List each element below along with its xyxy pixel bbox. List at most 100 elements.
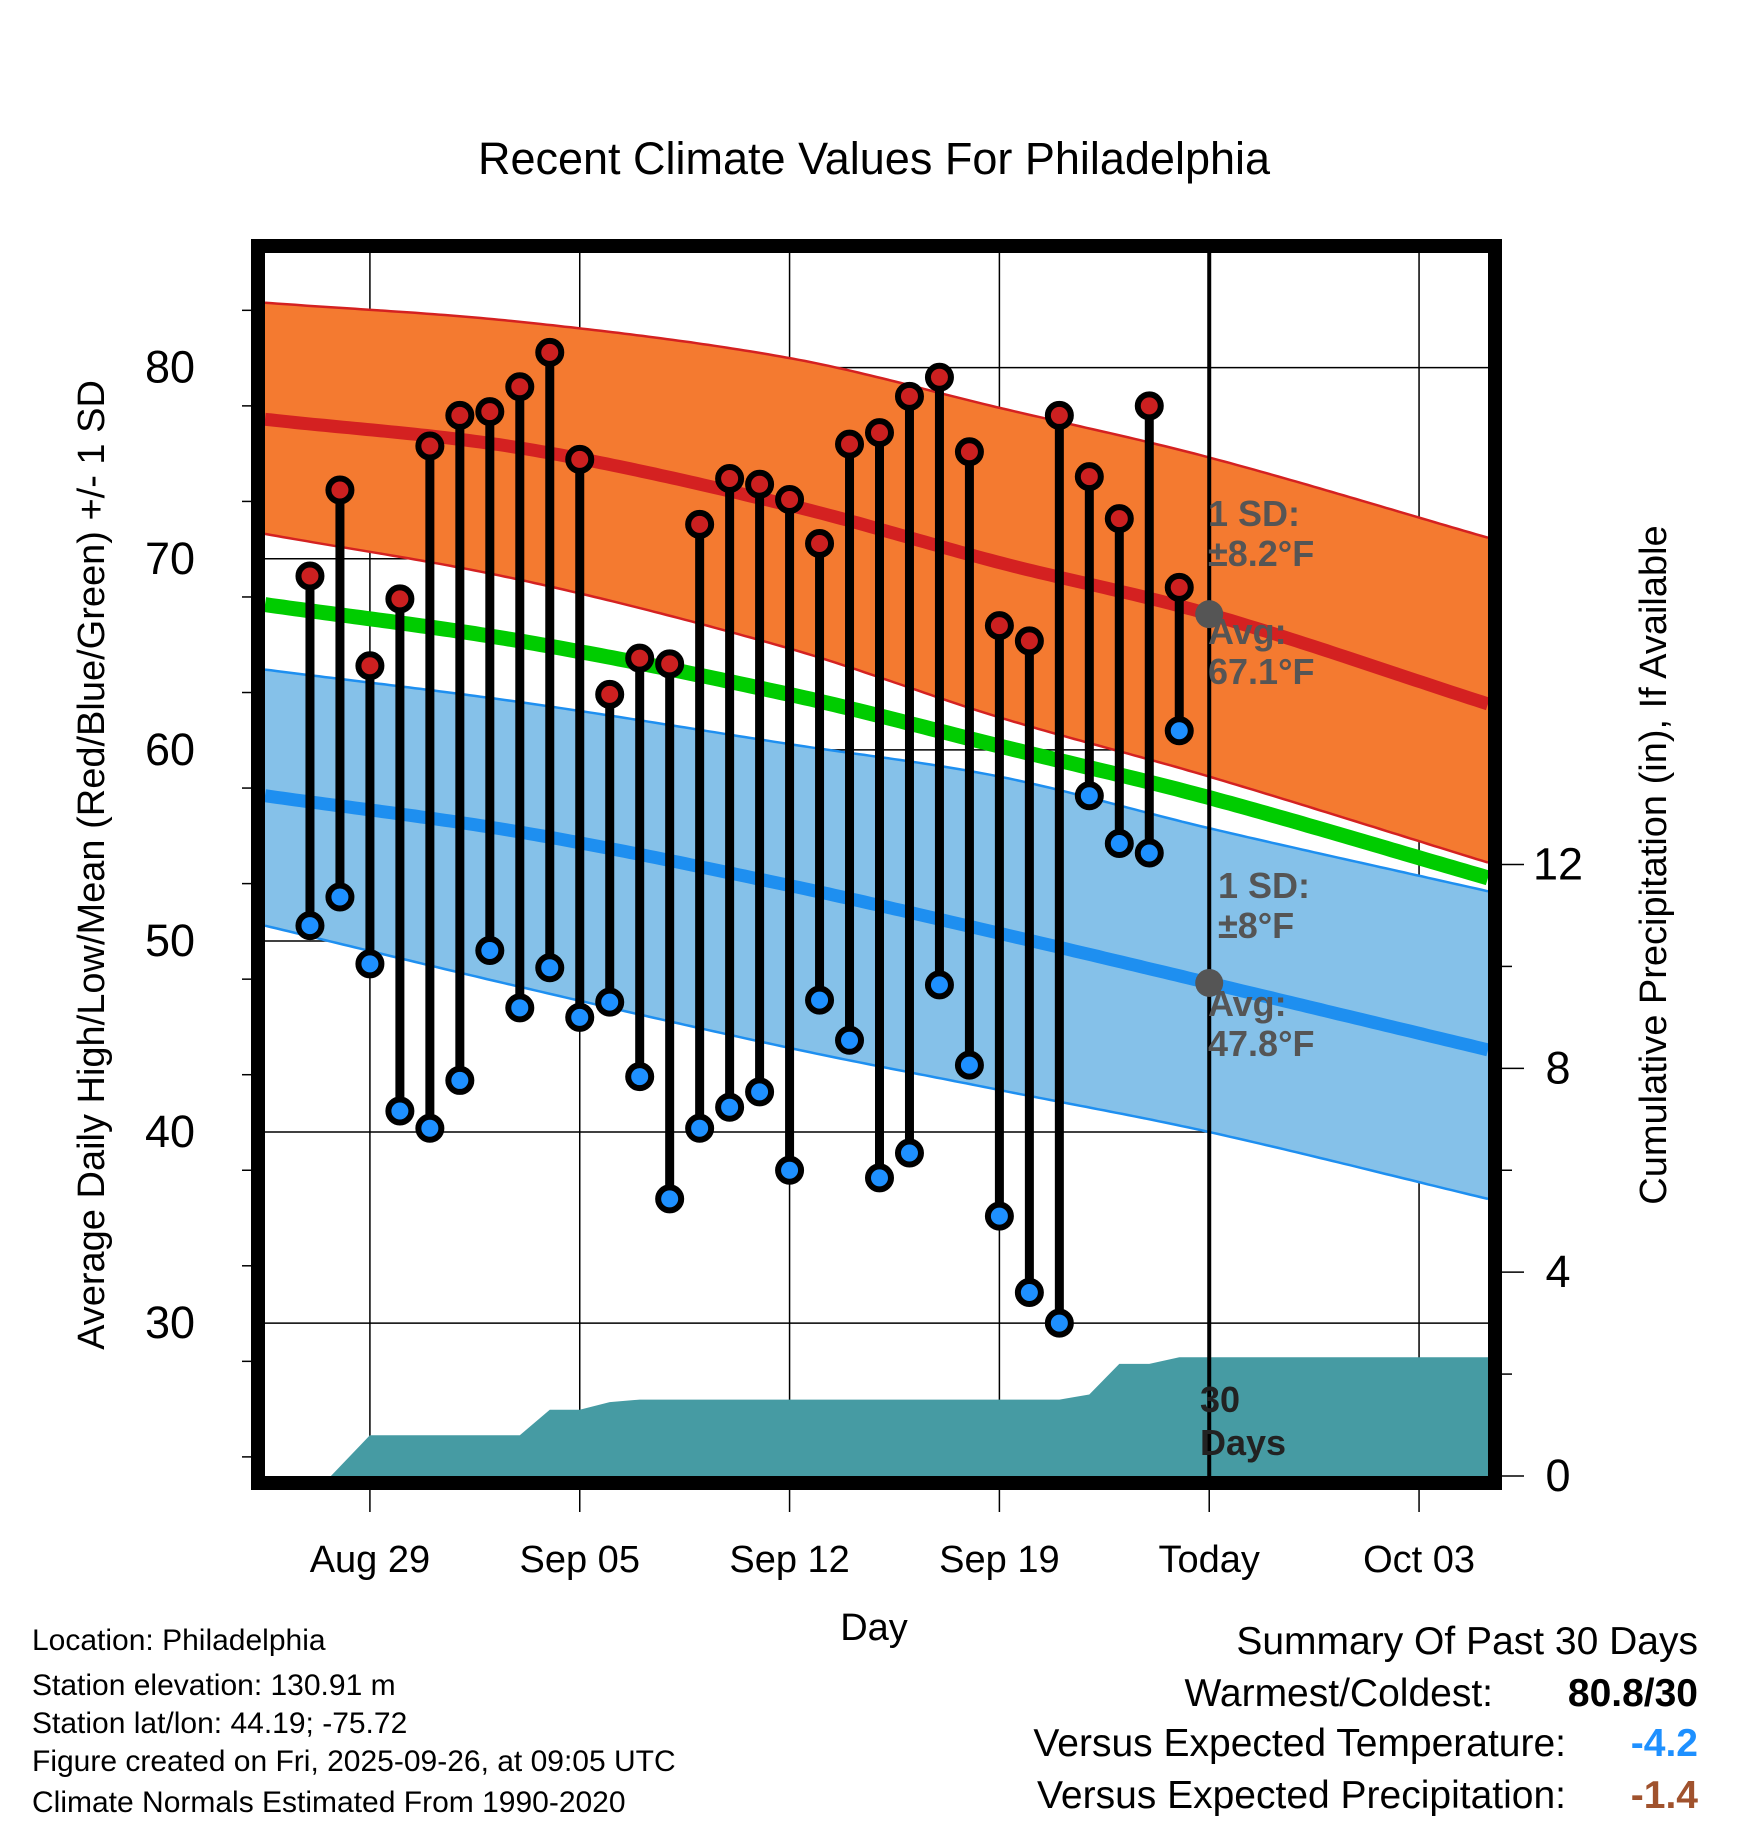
- daily-high-point: [1014, 626, 1044, 656]
- daily-low-point: [445, 1065, 475, 1095]
- daily-low-point: [325, 882, 355, 912]
- high-avg-value: 67.1°F: [1208, 651, 1314, 692]
- daily-low-point: [1074, 781, 1104, 811]
- daily-low-point: [355, 949, 385, 979]
- daily-high-point: [325, 475, 355, 505]
- high-avg-label: Avg:: [1208, 611, 1287, 652]
- footer-elevation: Station elevation: 130.91 m: [32, 1669, 396, 1702]
- daily-high-point: [775, 485, 805, 515]
- daily-high-point: [1104, 504, 1134, 534]
- low-avg-value: 47.8°F: [1208, 1023, 1314, 1064]
- x-tick-label: Sep 19: [939, 1539, 1059, 1581]
- daily-high-point: [745, 469, 775, 499]
- precip-area-fill: [301, 1357, 1488, 1476]
- footer-normals: Climate Normals Estimated From 1990-2020: [32, 1786, 626, 1819]
- y-tick-label: 50: [145, 915, 195, 966]
- daily-low-point: [415, 1113, 445, 1143]
- daily-low-point: [1164, 716, 1194, 746]
- daily-low-point: [745, 1077, 775, 1107]
- daily-low-point: [535, 953, 565, 983]
- today-high-avg-dot: [1195, 600, 1224, 629]
- summary-heading: Summary Of Past 30 Days: [1236, 1620, 1698, 1663]
- x-tick-label: Sep 05: [520, 1539, 640, 1581]
- daily-high-point: [475, 397, 505, 427]
- daily-high-point: [864, 418, 894, 448]
- daily-high-point: [445, 400, 475, 430]
- footer-location: Location: Philadelphia: [32, 1624, 326, 1657]
- y-tick-label: 60: [145, 724, 195, 775]
- high-band-upper-edge: [264, 301, 1489, 539]
- plot-frame: [251, 239, 1502, 1490]
- y-axis-left: 30 40 50 60 70 80: [145, 309, 252, 1458]
- annotations: 1 SD: ±8.2°F Avg: 67.1°F 1 SD: ±8°F Avg:…: [1208, 493, 1314, 1064]
- y2-tick-label: 8: [1545, 1042, 1570, 1093]
- today-marker: [1195, 253, 1224, 1476]
- daily-low-point: [864, 1163, 894, 1193]
- summary-warmest-value: 80.8/30: [1567, 1672, 1698, 1715]
- daily-high-point: [295, 561, 325, 591]
- y2-tick-label: 0: [1545, 1450, 1570, 1501]
- daily-high-point: [1164, 572, 1194, 602]
- daily-low-point: [505, 993, 535, 1023]
- daily-low-point: [565, 1002, 595, 1032]
- daily-low-point: [655, 1184, 685, 1214]
- y2-tick-label: 4: [1545, 1246, 1570, 1297]
- precip-days-annotation: 30 Days: [1200, 1379, 1286, 1463]
- y2-tick-label: 12: [1533, 839, 1583, 890]
- daily-low-point: [924, 970, 954, 1000]
- y2-axis-label: Cumulative Precipitation (in), If Availa…: [1633, 525, 1675, 1204]
- daily-low-point: [835, 1025, 865, 1055]
- daily-low-point: [775, 1155, 805, 1185]
- daily-low-point: [1134, 838, 1164, 868]
- daily-high-point: [385, 584, 415, 614]
- daily-series: [295, 337, 1194, 1338]
- high-sd-value: ±8.2°F: [1208, 533, 1314, 574]
- daily-high-point: [835, 429, 865, 459]
- daily-high-point: [894, 381, 924, 411]
- precipitation-area: [301, 1357, 1488, 1476]
- daily-high-point: [655, 649, 685, 679]
- daily-low-point: [385, 1096, 415, 1126]
- x-tick-label: Oct 03: [1363, 1539, 1475, 1581]
- daily-low-point: [1104, 828, 1134, 858]
- low-sd-value: ±8°F: [1218, 905, 1294, 946]
- daily-high-point: [1044, 400, 1074, 430]
- x-tick-label: Aug 29: [310, 1539, 430, 1581]
- x-tick-label: Today: [1159, 1539, 1260, 1581]
- daily-high-point: [924, 362, 954, 392]
- daily-high-point: [984, 611, 1014, 641]
- y-tick-label: 40: [145, 1106, 195, 1157]
- daily-high-point: [1134, 391, 1164, 421]
- daily-low-point: [715, 1092, 745, 1122]
- precip-days-number: 30: [1200, 1379, 1240, 1420]
- y-tick-label: 70: [145, 533, 195, 584]
- summary-warmest-label: Warmest/Coldest:: [1184, 1672, 1493, 1715]
- daily-low-point: [984, 1201, 1014, 1231]
- daily-high-point: [595, 679, 625, 709]
- today-low-avg-dot: [1195, 968, 1224, 997]
- x-tick-label: Sep 12: [729, 1539, 849, 1581]
- daily-high-point: [415, 431, 445, 461]
- daily-low-point: [625, 1062, 655, 1092]
- low-sd-label: 1 SD:: [1218, 865, 1310, 906]
- precip-days-word: Days: [1200, 1422, 1286, 1463]
- daily-low-point: [954, 1050, 984, 1080]
- daily-high-point: [805, 528, 835, 558]
- daily-high-point: [625, 643, 655, 673]
- summary-precip-value: -1.4: [1630, 1774, 1698, 1817]
- low-avg-label: Avg:: [1208, 983, 1287, 1024]
- daily-high-point: [1074, 462, 1104, 492]
- daily-low-point: [295, 911, 325, 941]
- y-axis-label: Average Daily High/Low/Mean (Red/Blue/Gr…: [71, 380, 113, 1350]
- y-tick-label: 80: [145, 342, 195, 393]
- daily-high-point: [954, 437, 984, 467]
- daily-low-point: [475, 935, 505, 965]
- footer-latlon: Station lat/lon: 44.19; -75.72: [32, 1707, 408, 1740]
- daily-high-point: [685, 509, 715, 539]
- high-sd-label: 1 SD:: [1208, 493, 1300, 534]
- y-axis-right: 0 4 8 12: [1502, 839, 1583, 1501]
- daily-high-point: [715, 463, 745, 493]
- summary-temp-label: Versus Expected Temperature:: [1033, 1722, 1566, 1765]
- daily-low-point: [805, 985, 835, 1015]
